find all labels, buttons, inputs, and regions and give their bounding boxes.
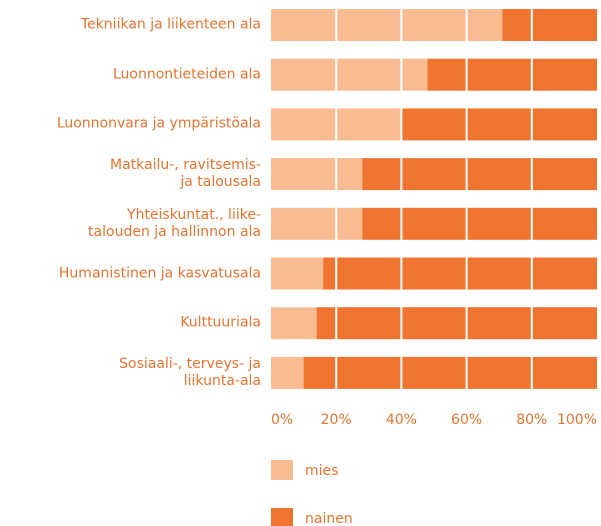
- bar-segment: [271, 58, 428, 91]
- category-label: Luonnontieteiden ala: [112, 66, 261, 83]
- category-label: Tekniikan ja liikenteen ala: [80, 16, 261, 33]
- x-tick-label: 80%: [516, 412, 547, 428]
- bar-segment: [271, 257, 324, 290]
- legend-label: nainen: [305, 511, 353, 526]
- x-tick-label: 100%: [557, 412, 597, 428]
- category-label: Kulttuuriala: [180, 314, 261, 331]
- x-tick-label: 40%: [386, 412, 417, 428]
- bar-segment: [427, 58, 597, 91]
- bar-segment: [271, 158, 363, 191]
- bar-segment: [323, 257, 597, 290]
- bar-segment: [401, 108, 597, 141]
- category-label: Humanistinen ja kasvatusala: [58, 265, 261, 281]
- legend-label: mies: [305, 463, 338, 479]
- legend-swatch: [271, 460, 293, 480]
- bar-segment: [362, 158, 597, 191]
- category-label: Matkailu-, ravitsemis- ja talousala: [110, 157, 261, 191]
- x-tick-label: 60%: [451, 412, 482, 428]
- bar-segment: [271, 307, 317, 340]
- bar-segment: [316, 307, 597, 340]
- bar-segment: [271, 356, 304, 389]
- bar-segment: [271, 207, 363, 240]
- category-label: Sosiaali-, terveys- ja liikunta-ala: [119, 355, 261, 389]
- bar-segment: [303, 356, 597, 389]
- legend-swatch: [271, 508, 293, 526]
- category-label: Luonnonvara ja ympäristöala: [56, 115, 261, 132]
- bar-segment: [362, 207, 597, 240]
- bar-segment: [271, 9, 503, 41]
- x-tick-label: 20%: [321, 412, 352, 428]
- bar-segment: [502, 9, 597, 41]
- category-label: Yhteiskuntat., liike- talouden ja hallin…: [88, 206, 261, 240]
- x-tick-label: 0%: [271, 412, 293, 428]
